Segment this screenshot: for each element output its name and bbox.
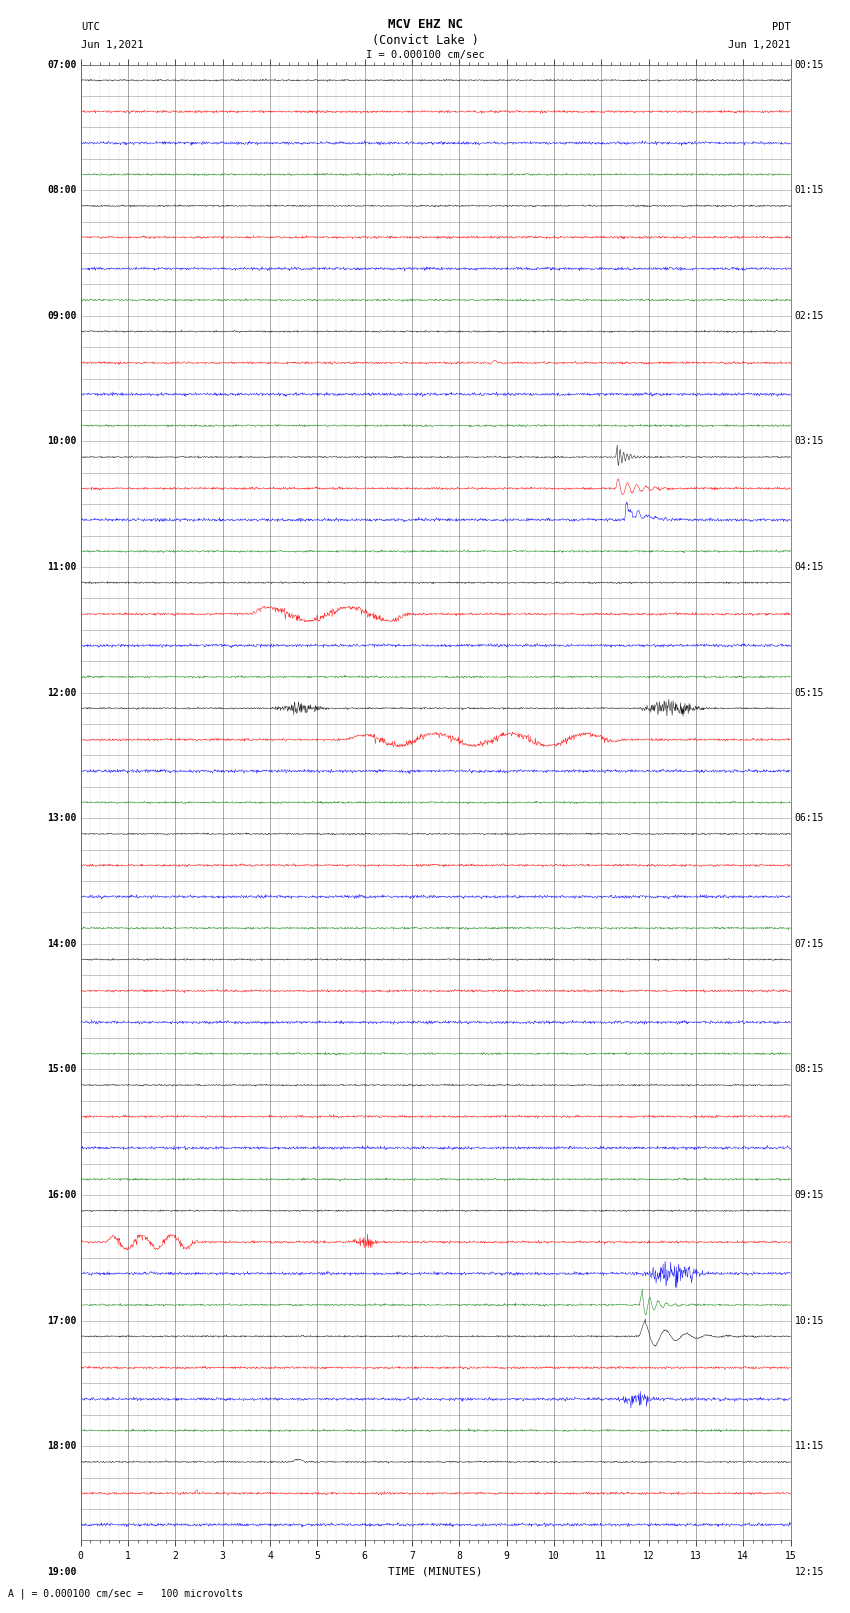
- Text: 19:00: 19:00: [47, 1566, 76, 1578]
- Text: PDT: PDT: [772, 23, 791, 32]
- Text: 10:00: 10:00: [47, 437, 76, 447]
- Text: 18:00: 18:00: [47, 1440, 76, 1452]
- Text: 05:15: 05:15: [795, 687, 824, 697]
- Text: 14:00: 14:00: [47, 939, 76, 948]
- Text: 06:15: 06:15: [795, 813, 824, 823]
- X-axis label: TIME (MINUTES): TIME (MINUTES): [388, 1566, 483, 1576]
- Text: 04:15: 04:15: [795, 561, 824, 573]
- Text: 09:00: 09:00: [47, 311, 76, 321]
- Text: 12:00: 12:00: [47, 687, 76, 697]
- Text: 09:15: 09:15: [795, 1190, 824, 1200]
- Text: 01:15: 01:15: [795, 185, 824, 195]
- Text: A | = 0.000100 cm/sec =   100 microvolts: A | = 0.000100 cm/sec = 100 microvolts: [8, 1589, 243, 1598]
- Text: Jun 1,2021: Jun 1,2021: [728, 40, 791, 50]
- Text: 11:15: 11:15: [795, 1440, 824, 1452]
- Text: 08:00: 08:00: [47, 185, 76, 195]
- Text: 11:00: 11:00: [47, 561, 76, 573]
- Text: 13:00: 13:00: [47, 813, 76, 823]
- Text: 08:15: 08:15: [795, 1065, 824, 1074]
- Text: 07:00: 07:00: [47, 60, 76, 69]
- Text: Jun 1,2021: Jun 1,2021: [81, 40, 144, 50]
- Text: 12:15: 12:15: [795, 1566, 824, 1578]
- Text: 02:15: 02:15: [795, 311, 824, 321]
- Text: 17:00: 17:00: [47, 1316, 76, 1326]
- Text: MCV EHZ NC: MCV EHZ NC: [388, 18, 462, 31]
- Text: UTC: UTC: [81, 23, 99, 32]
- Text: I = 0.000100 cm/sec: I = 0.000100 cm/sec: [366, 50, 484, 60]
- Text: 00:15: 00:15: [795, 60, 824, 69]
- Text: 15:00: 15:00: [47, 1065, 76, 1074]
- Text: (Convict Lake ): (Convict Lake ): [371, 34, 479, 47]
- Text: 10:15: 10:15: [795, 1316, 824, 1326]
- Text: 07:15: 07:15: [795, 939, 824, 948]
- Text: 16:00: 16:00: [47, 1190, 76, 1200]
- Text: 03:15: 03:15: [795, 437, 824, 447]
